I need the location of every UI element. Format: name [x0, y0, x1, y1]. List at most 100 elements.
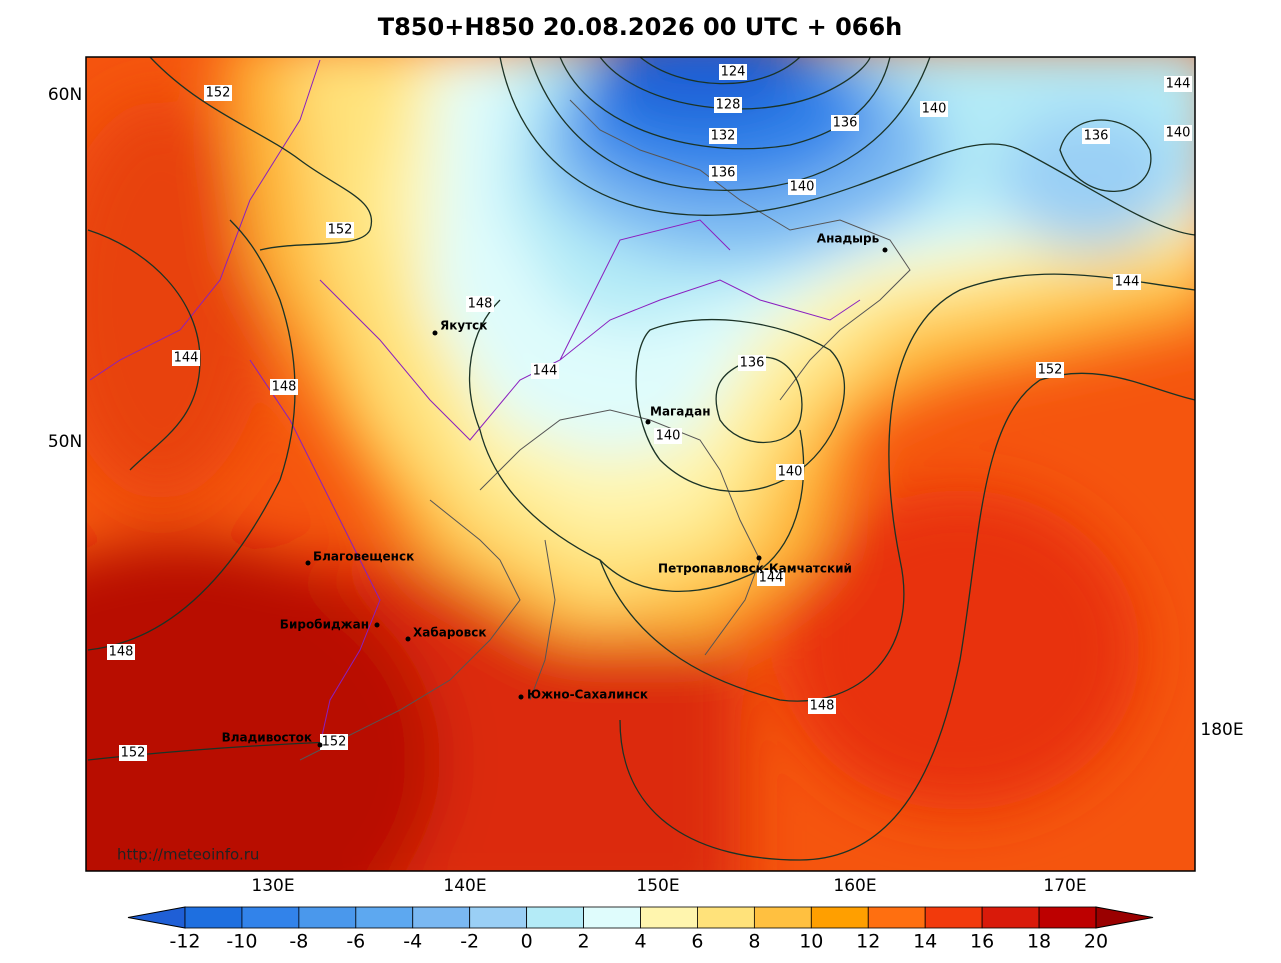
- colorbar-label: 4: [634, 931, 646, 953]
- contour-label-bg: [204, 85, 232, 101]
- contour-label: 148: [272, 380, 297, 395]
- city-dot: [432, 330, 438, 336]
- colorbar-box: [526, 906, 584, 929]
- contour-label: 148: [468, 297, 493, 312]
- colorbar-label: -8: [289, 931, 308, 953]
- contour-label: 136: [740, 356, 765, 371]
- contour-label-bg: [107, 644, 135, 660]
- contour-label: 140: [778, 465, 803, 480]
- contour-label-bg: [466, 296, 494, 312]
- lon-label: 140E: [443, 876, 486, 896]
- contour-label: 144: [1115, 275, 1140, 290]
- contour-label: 140: [922, 102, 947, 117]
- colorbar: -12 -10 -8 -6 -4 -2 0 2 4 6 8 10 12 14 16 18 20: [127, 906, 1154, 953]
- city-label: Магадан: [650, 405, 711, 419]
- colorbar-box: [355, 906, 414, 929]
- city-label: Благовещенск: [313, 550, 414, 564]
- contour-label: 128: [716, 98, 741, 113]
- contour-label: 144: [174, 351, 199, 366]
- contour-label-bg: [270, 379, 298, 395]
- contour-label-bg: [1113, 274, 1141, 290]
- lon-label: 130E: [251, 876, 294, 896]
- contour-label-bg: [1164, 125, 1192, 141]
- contour-line: [715, 356, 803, 443]
- colorbar-box: [583, 906, 641, 929]
- contour-line: [559, 57, 891, 150]
- contour-label-bg: [808, 698, 836, 714]
- colorbar-extend-high: [1095, 906, 1154, 929]
- contour-label: 152: [206, 86, 231, 101]
- contour-label: 136: [711, 166, 736, 181]
- contour-label-bg: [1082, 128, 1110, 144]
- contour-label: 152: [1038, 363, 1063, 378]
- city-label: Владивосток: [222, 731, 312, 745]
- colorbar-label: 0: [521, 931, 533, 953]
- colorbar-box: [810, 906, 869, 929]
- contour-label-bg: [714, 97, 742, 113]
- contour-label-bg: [326, 222, 354, 238]
- colorbar-box: [924, 906, 983, 929]
- contour-label-bg: [719, 64, 747, 80]
- colorbar-label: -12: [169, 931, 200, 953]
- contour-label-bg: [788, 179, 816, 195]
- colorbar-box: [981, 906, 1040, 929]
- coastline: [299, 99, 911, 761]
- city-dot: [405, 636, 411, 642]
- contour-line: [529, 57, 931, 192]
- contour-label: 140: [656, 429, 681, 444]
- contour-label-bg: [709, 128, 737, 144]
- lon-label: 180E: [1200, 720, 1243, 740]
- watermark: http://meteoinfo.ru: [117, 846, 259, 864]
- contour-line: [599, 273, 1195, 702]
- colorbar-box: [753, 906, 812, 929]
- city-dot: [374, 622, 380, 628]
- colorbar-box: [298, 906, 357, 929]
- contour-label-bg: [920, 101, 948, 117]
- contour-line: [149, 57, 373, 251]
- colorbar-box: [412, 906, 471, 929]
- lon-label: 150E: [636, 876, 679, 896]
- city-label: Хабаровск: [413, 626, 487, 640]
- contour-label: 132: [711, 129, 736, 144]
- colorbar-label: 18: [1027, 931, 1051, 953]
- colorbar-box: [241, 906, 300, 929]
- colorbar-label: 16: [970, 931, 994, 953]
- contour-label: 124: [721, 65, 746, 80]
- city-label: Биробиджан: [280, 618, 369, 632]
- contour-label-bg: [757, 570, 785, 586]
- contour-label: 140: [790, 180, 815, 195]
- contour-label-bg: [1164, 76, 1192, 92]
- contour-line: [87, 219, 296, 651]
- city-dot: [518, 694, 524, 700]
- contour-label-bg: [776, 464, 804, 480]
- contour-label-bg: [119, 745, 147, 761]
- city-dot: [305, 560, 311, 566]
- admin-border: [89, 59, 861, 746]
- lon-label: 170E: [1043, 876, 1086, 896]
- lat-label: 60N: [48, 85, 82, 105]
- colorbar-label: 8: [748, 931, 760, 953]
- contour-label-bg: [709, 165, 737, 181]
- lat-label: 50N: [48, 432, 82, 452]
- colorbar-box: [867, 906, 926, 929]
- colorbar-box: [640, 906, 698, 929]
- contour-label: 144: [1166, 77, 1191, 92]
- city-label: Южно-Сахалинск: [527, 688, 648, 702]
- colorbar-label: 20: [1084, 931, 1108, 953]
- contour-label: 144: [533, 364, 558, 379]
- contour-label: 140: [1166, 126, 1191, 141]
- contour-label-bg: [172, 350, 200, 366]
- contour-label: 136: [833, 116, 858, 131]
- colorbar-label: 10: [799, 931, 823, 953]
- lon-label: 160E: [833, 876, 876, 896]
- map-frame: [85, 56, 1196, 872]
- contour-label: 136: [1084, 129, 1109, 144]
- contour-label-bg: [831, 115, 859, 131]
- contour-line: [639, 57, 801, 85]
- contour-line: [499, 57, 1195, 236]
- contour-label-bg: [320, 734, 348, 750]
- city-dot: [317, 742, 323, 748]
- contour-label: 152: [121, 746, 146, 761]
- colorbar-label: -2: [460, 931, 479, 953]
